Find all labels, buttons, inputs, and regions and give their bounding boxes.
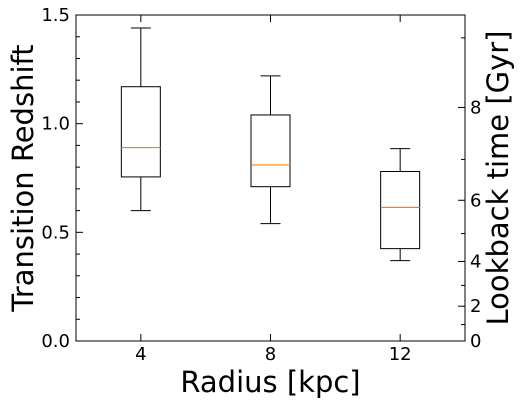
y2-tick-label: 4 <box>470 251 481 272</box>
y-tick-label: 0.5 <box>41 222 70 243</box>
y-axis-label: Transition Redshift <box>6 44 40 312</box>
y2-tick-label: 8 <box>470 97 481 118</box>
y-tick-label: 1.0 <box>41 114 70 135</box>
y-tick-label: 1.5 <box>41 5 70 26</box>
y-tick-label: 0.0 <box>41 331 70 352</box>
x-tick-label: 8 <box>265 344 276 365</box>
plot-marks <box>120 27 421 262</box>
box-iqr <box>120 86 161 178</box>
box-group <box>250 75 291 225</box>
box-iqr <box>380 170 421 250</box>
x-axis-label: Radius [kpc] <box>180 365 360 399</box>
box-iqr <box>250 114 291 188</box>
y2-tick-label: 2 <box>470 296 481 317</box>
plot-frame <box>75 14 466 342</box>
axis-ticks: 4 8 12 0.0 0.5 1.0 1.5 0 2 4 6 8 <box>41 5 481 365</box>
y2-tick-label: 0 <box>470 331 481 352</box>
box-group <box>120 27 161 212</box>
x-tick-label: 4 <box>135 344 146 365</box>
box-group <box>380 148 421 262</box>
y2-tick-label: 6 <box>470 190 481 211</box>
x-tick-label: 12 <box>389 344 412 365</box>
y2-axis-label: Lookback time [Gyr] <box>481 31 515 326</box>
